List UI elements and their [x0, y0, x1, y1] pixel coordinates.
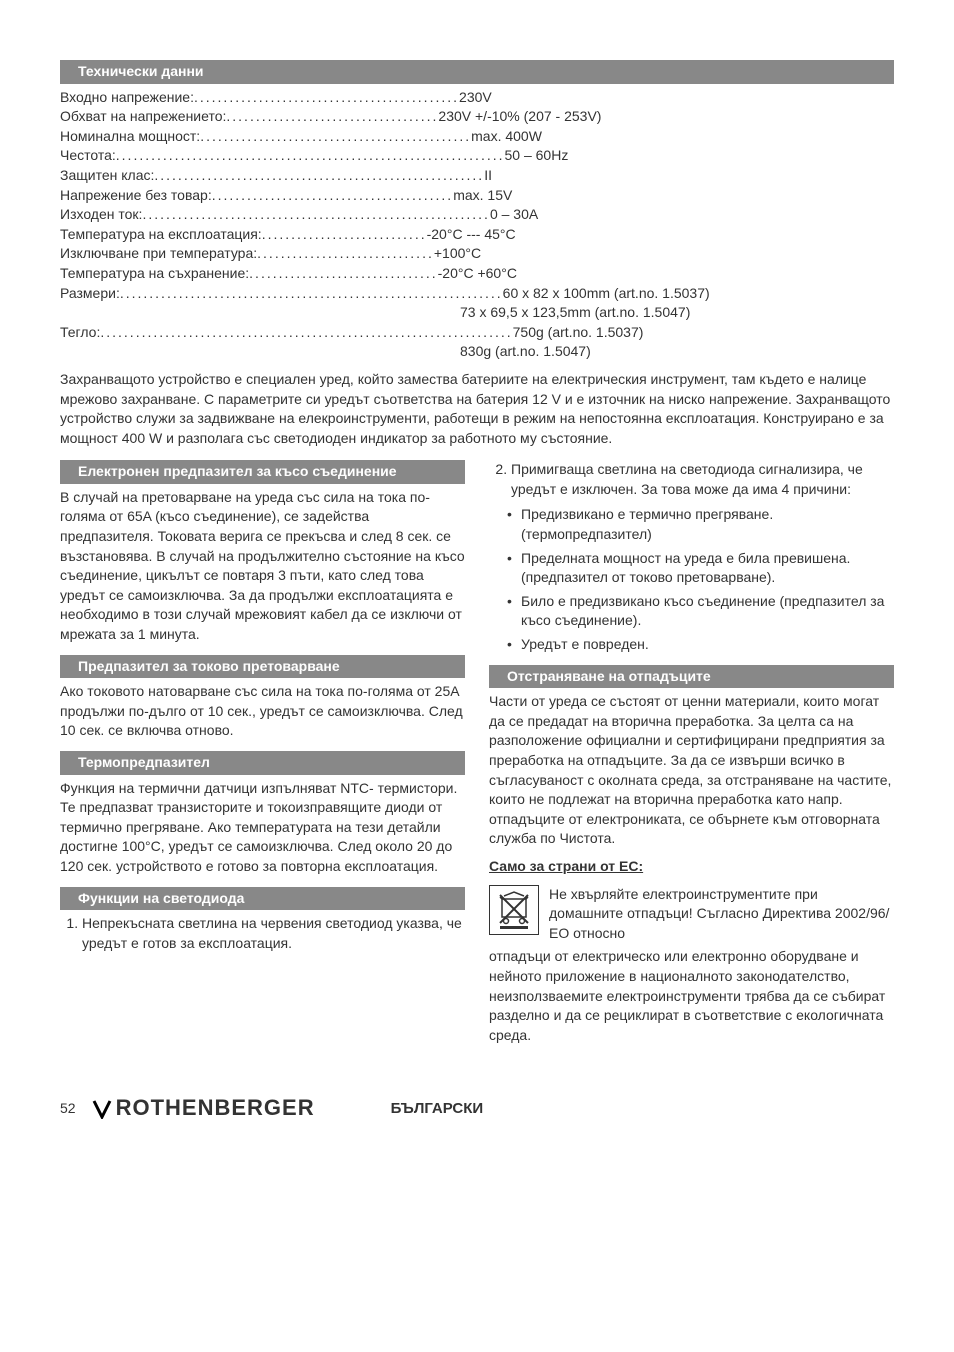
section-header-overload: Предпазител за токово претоварване [60, 655, 465, 679]
spec-dots: ........................................… [116, 146, 505, 166]
spec-label: Обхват на напрежението: [60, 107, 226, 127]
spec-value: 230V [459, 88, 492, 108]
spec-dots: ........................................… [212, 186, 453, 206]
spec-row: Температура на експлоатация: ...........… [60, 225, 894, 245]
spec-value: 230V +/-10% (207 - 253V) [438, 107, 601, 127]
left-column: Електронен предпазител за късо съединени… [60, 460, 465, 1053]
brand-icon [92, 1099, 112, 1119]
spec-dots: ............................ [262, 225, 427, 245]
spec-dots: ........................................… [100, 323, 512, 343]
spec-label: Тегло: [60, 323, 100, 343]
spec-row: Тегло: .................................… [60, 323, 894, 343]
spec-value: max. 400W [471, 127, 542, 147]
spec-value: II [484, 166, 492, 186]
spec-row: Напрежение без товар: ..................… [60, 186, 894, 206]
led-list-cont: Примигваща светлина на светодиода сигнал… [489, 460, 894, 499]
section-header-thermal: Термопредпазител [60, 751, 465, 775]
language-label: БЪЛГАРСКИ [391, 1098, 484, 1119]
spec-dots: .............................. [257, 244, 434, 264]
spec-value: -20°C +60°C [438, 264, 517, 284]
page-number: 52 [60, 1099, 76, 1119]
section-header-fuse: Електронен предпазител за късо съединени… [60, 460, 465, 484]
disposal-text: Части от уреда се състоят от ценни матер… [489, 692, 894, 849]
weee-icon [489, 885, 539, 935]
eu-icon-text: Не хвърляйте електроинструментите при до… [549, 885, 894, 944]
spec-value: 73 x 69,5 x 123,5mm (art.no. 1.5047) [460, 303, 690, 323]
spec-dots: ........................................… [120, 284, 503, 304]
spec-row: 73 x 69,5 x 123,5mm (art.no. 1.5047) [60, 303, 894, 323]
spec-label: Входно напрежение: [60, 88, 194, 108]
fuse-text: В случай на претоварване на уреда със си… [60, 488, 465, 645]
spec-row: Входно напрежение: .....................… [60, 88, 894, 108]
overload-text: Ако токовото натоварване със сила на ток… [60, 682, 465, 741]
brand-logo: ROTHENBERGER [92, 1093, 315, 1124]
spec-table: Входно напрежение: .....................… [60, 88, 894, 362]
description-text: Захранващото устройство е специален уред… [60, 370, 894, 448]
spec-label: Защитен клас: [60, 166, 154, 186]
spec-dots: .................................... [226, 107, 438, 127]
led-item-2: Примигваща светлина на светодиода сигнал… [511, 460, 894, 499]
led-bullet-item: Било е предизвикано късо съединение (пре… [521, 592, 894, 631]
spec-value: 750g (art.no. 1.5037) [513, 323, 644, 343]
led-bullet-item: Предизвикано е термично прегряване. (тер… [521, 505, 894, 544]
spec-value: max. 15V [453, 186, 512, 206]
spec-dots: ................................ [249, 264, 437, 284]
eu-heading: Само за страни от ЕС: [489, 857, 894, 877]
thermal-text: Функция на термични датчици изпълняват N… [60, 779, 465, 877]
spec-row: Изходен ток: ...........................… [60, 205, 894, 225]
spec-value: +100°C [434, 244, 481, 264]
spec-label: Изключване при температура: [60, 244, 257, 264]
spec-row: Номинална мощност:......................… [60, 127, 894, 147]
two-column-layout: Електронен предпазител за късо съединени… [60, 460, 894, 1053]
eu-rest-text: отпадъци от електрическо или електронно … [489, 947, 894, 1045]
spec-value: 60 x 82 x 100mm (art.no. 1.5037) [503, 284, 710, 304]
spec-dots: ........................................… [154, 166, 484, 186]
spec-row: Обхват на напрежението: ................… [60, 107, 894, 127]
spec-row: Защитен клас: ..........................… [60, 166, 894, 186]
led-bullet-item: Уредът е повреден. [521, 635, 894, 655]
section-header-disposal: Отстраняване на отпадъците [489, 665, 894, 689]
led-list: Непрекъсната светлина на червения светод… [60, 914, 465, 953]
spec-label: Температура на съхранение: [60, 264, 249, 284]
spec-row: Честота: ...............................… [60, 146, 894, 166]
spec-dots: ........................................… [200, 127, 471, 147]
spec-label: Температура на експлоатация: [60, 225, 262, 245]
spec-label: Размери: [60, 284, 120, 304]
spec-value: 50 – 60Hz [505, 146, 569, 166]
spec-value: 0 – 30A [490, 205, 538, 225]
spec-label: Напрежение без товар: [60, 186, 212, 206]
spec-label: Честота: [60, 146, 116, 166]
eu-icon-block: Не хвърляйте електроинструментите при до… [489, 885, 894, 944]
page-footer: 52 ROTHENBERGER БЪЛГАРСКИ [60, 1093, 894, 1124]
spec-row: 830g (art.no. 1.5047) [60, 342, 894, 362]
led-bullet-item: Пределната мощност на уреда е била преви… [521, 549, 894, 588]
brand-text: ROTHENBERGER [116, 1093, 315, 1124]
spec-value: 830g (art.no. 1.5047) [460, 342, 591, 362]
spec-dots: ........................................… [142, 205, 490, 225]
spec-row: Температура на съхранение: .............… [60, 264, 894, 284]
section-header-led: Функции на светодиода [60, 887, 465, 911]
spec-value: -20°C --- 45°C [427, 225, 516, 245]
spec-row: Размери: ...............................… [60, 284, 894, 304]
right-column: Примигваща светлина на светодиода сигнал… [489, 460, 894, 1053]
spec-label: Изходен ток: [60, 205, 142, 225]
spec-row: Изключване при температура:.............… [60, 244, 894, 264]
spec-label: Номинална мощност: [60, 127, 200, 147]
led-bullets: Предизвикано е термично прегряване. (тер… [489, 505, 894, 654]
section-header-tech: Технически данни [60, 60, 894, 84]
led-item-1: Непрекъсната светлина на червения светод… [82, 914, 465, 953]
spec-dots: ........................................… [194, 88, 459, 108]
